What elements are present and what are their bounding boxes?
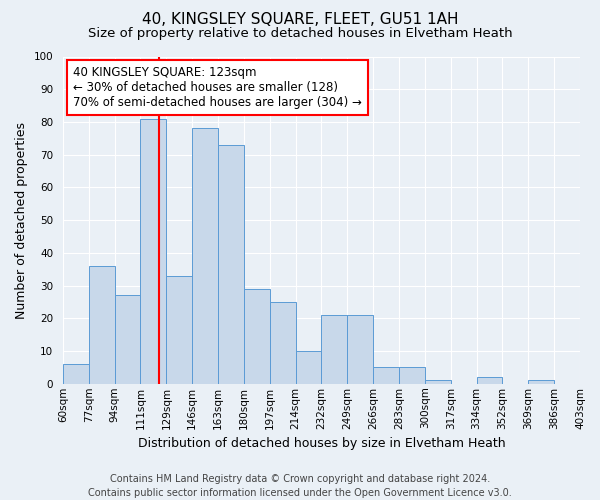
Text: 40, KINGSLEY SQUARE, FLEET, GU51 1AH: 40, KINGSLEY SQUARE, FLEET, GU51 1AH xyxy=(142,12,458,28)
Bar xyxy=(476,377,502,384)
Bar xyxy=(373,368,399,384)
Bar xyxy=(115,296,140,384)
Bar xyxy=(140,118,166,384)
Text: Size of property relative to detached houses in Elvetham Heath: Size of property relative to detached ho… xyxy=(88,28,512,40)
Text: Contains HM Land Registry data © Crown copyright and database right 2024.
Contai: Contains HM Land Registry data © Crown c… xyxy=(88,474,512,498)
Bar xyxy=(244,289,270,384)
Bar xyxy=(399,368,425,384)
X-axis label: Distribution of detached houses by size in Elvetham Heath: Distribution of detached houses by size … xyxy=(137,437,505,450)
Bar xyxy=(192,128,218,384)
Text: 40 KINGSLEY SQUARE: 123sqm
← 30% of detached houses are smaller (128)
70% of sem: 40 KINGSLEY SQUARE: 123sqm ← 30% of deta… xyxy=(73,66,362,110)
Y-axis label: Number of detached properties: Number of detached properties xyxy=(15,122,28,318)
Bar xyxy=(528,380,554,384)
Bar xyxy=(296,351,322,384)
Bar xyxy=(218,145,244,384)
Bar xyxy=(270,302,296,384)
Bar xyxy=(322,315,347,384)
Bar xyxy=(425,380,451,384)
Bar xyxy=(347,315,373,384)
Bar xyxy=(166,276,192,384)
Bar xyxy=(89,266,115,384)
Bar xyxy=(63,364,89,384)
